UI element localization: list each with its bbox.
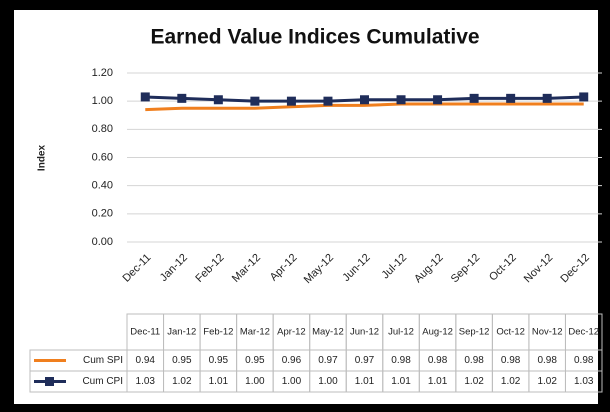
point-marker (579, 92, 589, 102)
point-marker (323, 96, 333, 106)
legend-marker (45, 377, 54, 386)
table-category: Jan-12 (167, 327, 196, 338)
table-value: 0.98 (428, 355, 448, 366)
point-marker (506, 93, 516, 103)
point-marker (177, 93, 187, 103)
legend-label: Cum CPI (82, 376, 123, 387)
y-tick-label: 1.00 (92, 95, 113, 107)
point-marker (542, 93, 552, 103)
table-value: 0.98 (574, 355, 594, 366)
point-marker (140, 92, 150, 102)
table-category: May-12 (312, 327, 344, 338)
table-value: 1.03 (136, 376, 156, 387)
chart-background (14, 10, 598, 404)
table-value: 0.97 (318, 355, 338, 366)
table-value: 1.02 (537, 376, 557, 387)
table-value: 0.98 (501, 355, 521, 366)
table-category: Jun-12 (350, 327, 379, 338)
table-category: Oct-12 (496, 327, 525, 338)
table-value: 1.01 (391, 376, 411, 387)
table-value: 0.97 (355, 355, 375, 366)
table-value: 1.02 (464, 376, 484, 387)
table-category: Apr-12 (277, 327, 306, 338)
table-category: Mar-12 (240, 327, 270, 338)
y-tick-label: 0.40 (92, 180, 113, 192)
point-marker (213, 95, 223, 105)
table-value: 0.95 (245, 355, 265, 366)
table-value: 0.95 (209, 355, 229, 366)
y-axis-label: Index (37, 145, 48, 172)
table-category: Dec-11 (130, 327, 160, 338)
table-value: 0.94 (136, 355, 156, 366)
table-value: 1.00 (245, 376, 265, 387)
table-category: Feb-12 (203, 327, 233, 338)
chart-title: Earned Value Indices Cumulative (150, 26, 479, 49)
table-value: 0.98 (391, 355, 411, 366)
table-category: Sep-12 (459, 327, 490, 338)
y-tick-label: 0.60 (92, 151, 113, 163)
table-value: 0.96 (282, 355, 302, 366)
table-value: 1.01 (428, 376, 448, 387)
table-category: Aug-12 (422, 327, 453, 338)
table-value: 1.02 (172, 376, 192, 387)
table-category: Jul-12 (388, 327, 414, 338)
point-marker (469, 93, 479, 103)
point-marker (250, 96, 260, 106)
table-value: 1.01 (209, 376, 229, 387)
table-value: 0.98 (537, 355, 557, 366)
legend-label: Cum SPI (83, 355, 123, 366)
y-tick-label: 1.20 (92, 67, 113, 79)
table-value: 1.00 (282, 376, 302, 387)
series-line (145, 102, 584, 112)
y-tick-label: 0.00 (92, 236, 113, 248)
point-marker (396, 95, 406, 105)
table-value: 1.01 (355, 376, 375, 387)
point-marker (433, 95, 443, 105)
point-marker (360, 95, 369, 105)
table-value: 1.00 (318, 376, 338, 387)
table-category: Dec-12 (568, 327, 599, 338)
table-cell (564, 370, 603, 393)
table-value: 1.03 (574, 376, 594, 387)
y-tick-label: 0.80 (92, 123, 113, 135)
table-value: 1.02 (501, 376, 521, 387)
table-category: Nov-12 (532, 327, 563, 338)
point-marker (286, 96, 296, 106)
table-value: 0.98 (464, 355, 484, 366)
y-tick-label: 0.20 (92, 208, 113, 220)
table-value: 0.95 (172, 355, 192, 366)
